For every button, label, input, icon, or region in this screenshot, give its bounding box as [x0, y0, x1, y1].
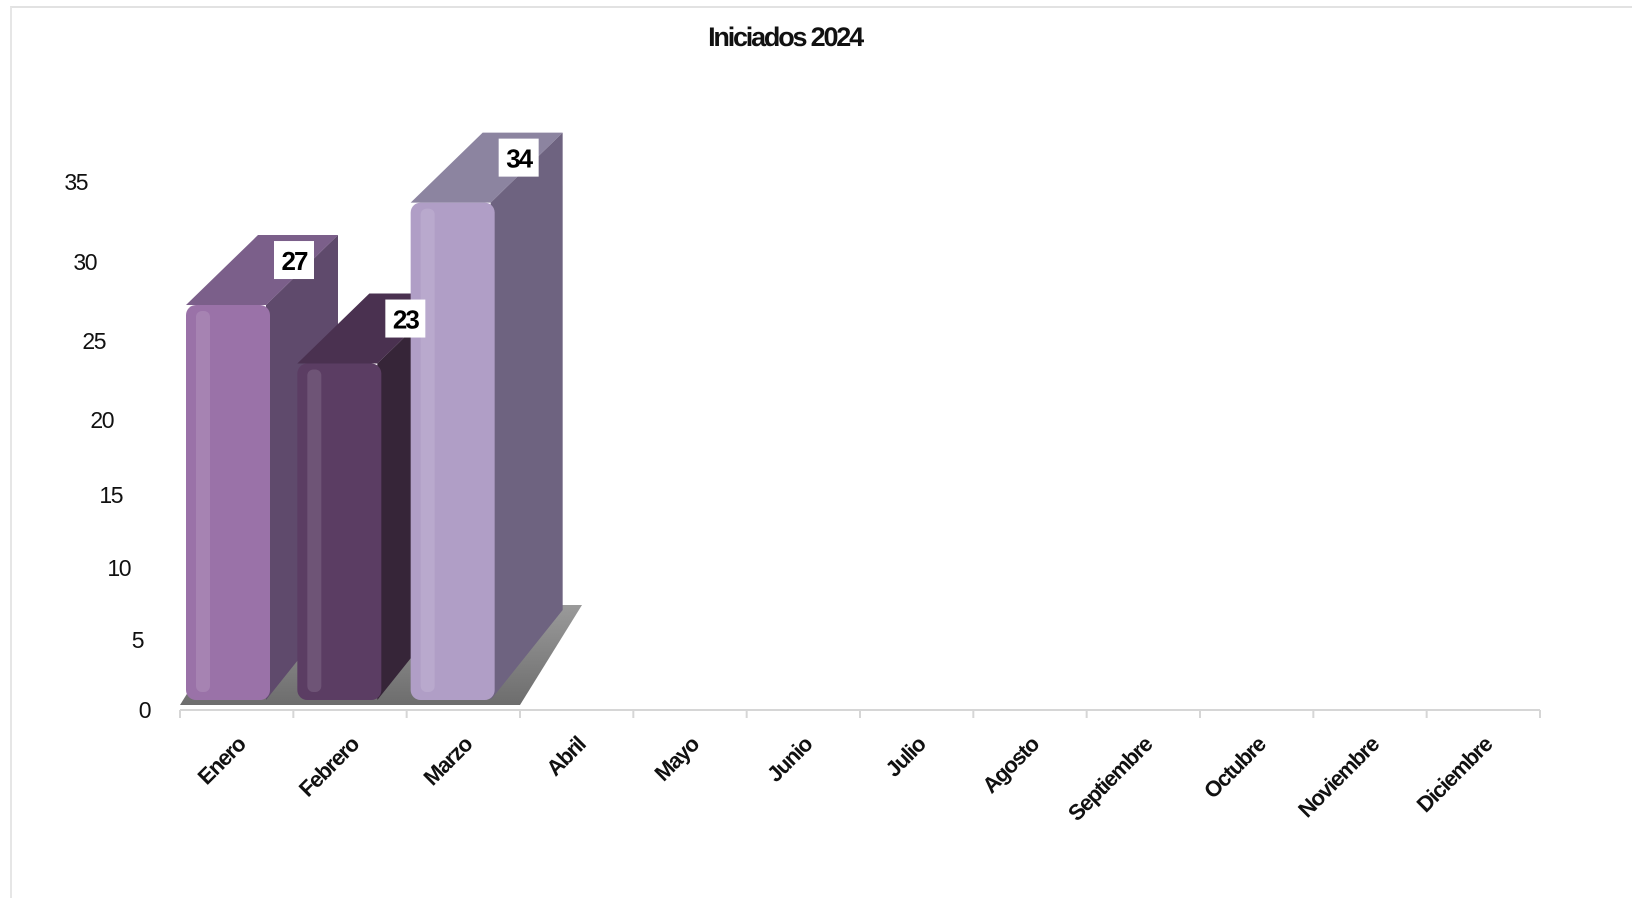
data-label: 23	[393, 305, 419, 335]
bar-side	[490, 132, 563, 701]
x-tick-label: Julio	[880, 731, 930, 781]
x-tick-label: Junio	[762, 731, 817, 786]
bar	[410, 132, 563, 701]
data-label: 34	[506, 144, 533, 174]
x-tick-label: Mayo	[649, 731, 704, 786]
x-tick-label: Marzo	[418, 731, 477, 790]
y-tick-label: 35	[64, 169, 87, 195]
bar-highlight	[307, 369, 322, 692]
y-tick-label: 10	[107, 555, 130, 581]
y-tick-label: 30	[73, 249, 96, 275]
y-tick-label: 20	[90, 407, 113, 433]
bar-highlight	[420, 208, 435, 692]
y-tick-label: 25	[82, 328, 105, 354]
bar-front	[297, 363, 382, 700]
bar-front	[410, 202, 495, 700]
x-tick-label: Febrero	[294, 731, 364, 801]
chart-title: Iniciados 2024	[708, 22, 864, 52]
bar-highlight	[196, 311, 210, 692]
y-tick-label: 15	[99, 482, 122, 508]
x-tick-label: Enero	[193, 731, 251, 789]
x-tick-label: Diciembre	[1412, 731, 1498, 817]
x-tick-label: Agosto	[977, 731, 1044, 798]
x-tick-label: Septiembre	[1063, 731, 1158, 826]
data-label: 27	[282, 246, 308, 276]
y-tick-label: 0	[139, 697, 151, 723]
data-label-box	[385, 299, 426, 338]
y-tick-label: 5	[132, 627, 144, 653]
x-tick-label: Noviembre	[1293, 731, 1384, 822]
data-label-box	[498, 138, 539, 177]
bar-front	[186, 305, 270, 700]
x-tick-label: Octubre	[1199, 731, 1271, 803]
x-tick-label: Abril	[541, 732, 590, 781]
data-label-box	[274, 241, 314, 280]
